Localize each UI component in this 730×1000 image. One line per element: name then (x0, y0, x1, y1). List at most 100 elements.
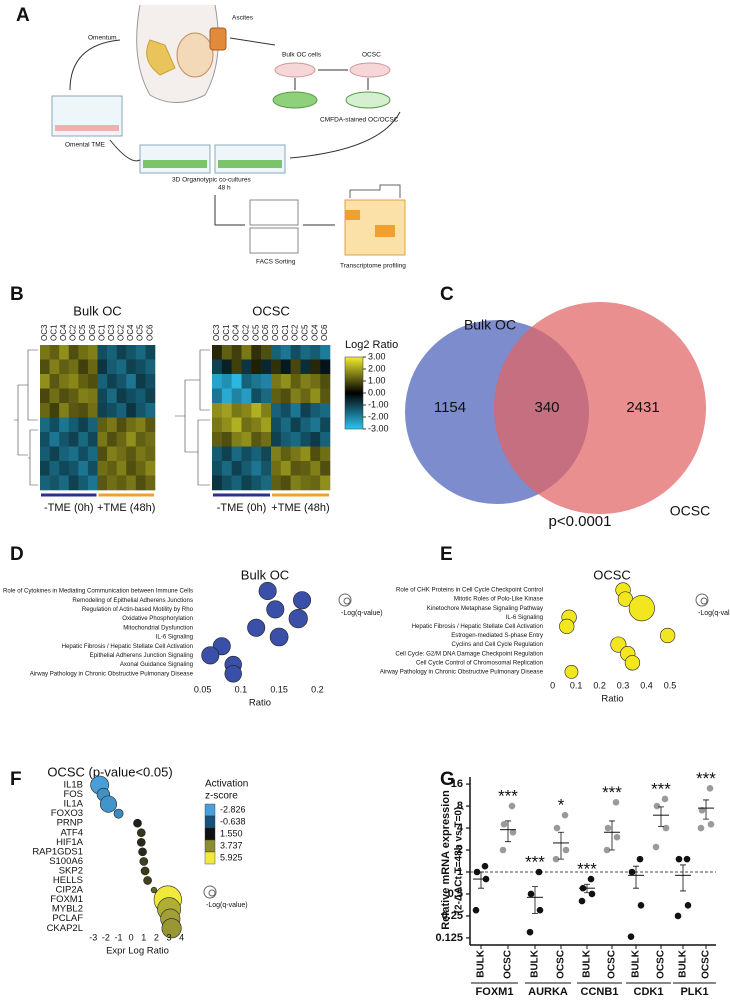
heatmap-cell (68, 359, 79, 375)
data-point (526, 928, 534, 936)
legend-label: 3.737 (220, 840, 243, 850)
data-point (652, 843, 660, 851)
column-label: OC4 (59, 324, 68, 341)
column-label: OC3 (212, 324, 221, 341)
heatmap-cell (107, 403, 117, 418)
annotation: p<0.0001 (549, 513, 612, 530)
heatmap-cell (68, 417, 79, 433)
heatmap-cell (40, 359, 50, 375)
size-legend-icon (695, 593, 709, 607)
column-label: OC3 (40, 324, 49, 341)
category-label: ATF4 (60, 827, 83, 838)
heatmap-cell (300, 388, 311, 404)
heatmap-cell (300, 374, 311, 389)
y-tick-label: 1 (457, 866, 463, 878)
heatmap-cell (68, 475, 79, 491)
category-label: Regulation of Actin-based Motility by Rh… (82, 606, 194, 613)
data-point (697, 824, 705, 832)
category-label: HELLS (53, 875, 83, 886)
arrow (214, 195, 245, 226)
arrow (109, 111, 401, 162)
heatmap-cell (290, 359, 301, 375)
category-label: Mitochondrial Dysfunction (123, 624, 193, 631)
heatmap-cell (320, 461, 331, 476)
heatmap-cell (231, 475, 242, 491)
heatmap-cell (107, 475, 117, 491)
x-tick-label: 0.2 (311, 684, 324, 694)
heatmap-cell (231, 446, 242, 462)
heatmap-cell (107, 374, 117, 389)
category-label: IL1B (63, 780, 83, 791)
x-tick-label: 2 (154, 932, 159, 942)
heatmap-cell (59, 417, 70, 433)
error-bar (558, 831, 564, 860)
bubble (161, 918, 182, 939)
dendrogram (349, 184, 401, 198)
heatmap-cell (97, 359, 108, 375)
heatmap-cell (221, 475, 232, 491)
heatmap-cell (68, 461, 79, 476)
heatmap-cell (87, 461, 98, 476)
data-point (612, 799, 620, 806)
x-tick-label: 0.5 (664, 680, 677, 690)
data-point (706, 785, 714, 792)
heatmap-cell (212, 475, 223, 491)
size-legend-label: -Log(q-value) (206, 902, 248, 909)
heatmap-cell (261, 345, 272, 360)
coculture-layer (218, 160, 282, 168)
heatmap-cell (221, 403, 232, 418)
heatmap-cell (116, 374, 127, 389)
data-point (527, 890, 535, 898)
bubble (269, 627, 289, 647)
heatmap-cell (116, 432, 127, 447)
heatmap-cell (145, 461, 156, 476)
heatmap-cell (87, 359, 98, 375)
heatmap-cell (221, 374, 232, 389)
gene-label: AURKA (528, 986, 568, 998)
data-point (481, 862, 489, 870)
category-label: IL-6 Signaling (506, 614, 543, 621)
heatmap-cell (280, 388, 291, 404)
facs-plot (249, 227, 299, 254)
label: OCSC (362, 52, 381, 59)
bubble (136, 828, 146, 838)
significance: *** (602, 783, 622, 802)
category-label: Remodeling of Epithelial Adherens Juncti… (72, 597, 193, 604)
bubble (624, 655, 641, 671)
heatmap-cell (280, 446, 291, 462)
column-label: OC6 (320, 324, 329, 341)
bubble (559, 618, 575, 635)
legend-title: z-score (205, 791, 238, 802)
heatmap-cell (231, 374, 242, 389)
heatmap-cell (300, 446, 311, 462)
group-label: +TME (48h) (97, 502, 155, 514)
column-label: OC1 (97, 324, 106, 341)
set-name: OCSC (670, 503, 710, 519)
significance: *** (696, 769, 716, 788)
heatmap-cell (241, 388, 252, 404)
heatmap-cell (116, 388, 127, 404)
heatmap-cell (49, 417, 60, 433)
heatmap-title: Bulk OC (73, 303, 121, 318)
heatmap-cell (78, 461, 89, 476)
data-point (613, 833, 621, 841)
data-point (661, 795, 669, 803)
gene-label: PLK1 (680, 986, 708, 998)
heatmap-cell (116, 461, 127, 476)
data-point (552, 855, 560, 863)
heatmap-cell (280, 432, 291, 447)
y-tick-label: 16 (451, 778, 463, 790)
heatmap-cell (290, 388, 301, 404)
heatmap-cell (251, 417, 262, 433)
error-bar (478, 871, 484, 889)
heatmap-cell (87, 388, 98, 404)
heatmap-cell (145, 446, 156, 462)
heatmap-cell (87, 417, 98, 433)
category-label: Estrogen-mediated S-phase Entry (451, 632, 544, 639)
group-label: BULK (530, 949, 541, 978)
legend-swatch (204, 851, 216, 865)
arrow (69, 39, 121, 91)
heatmap-cell (49, 475, 60, 491)
label: FACS Sorting (256, 259, 296, 266)
heatmap-cell (97, 432, 108, 447)
